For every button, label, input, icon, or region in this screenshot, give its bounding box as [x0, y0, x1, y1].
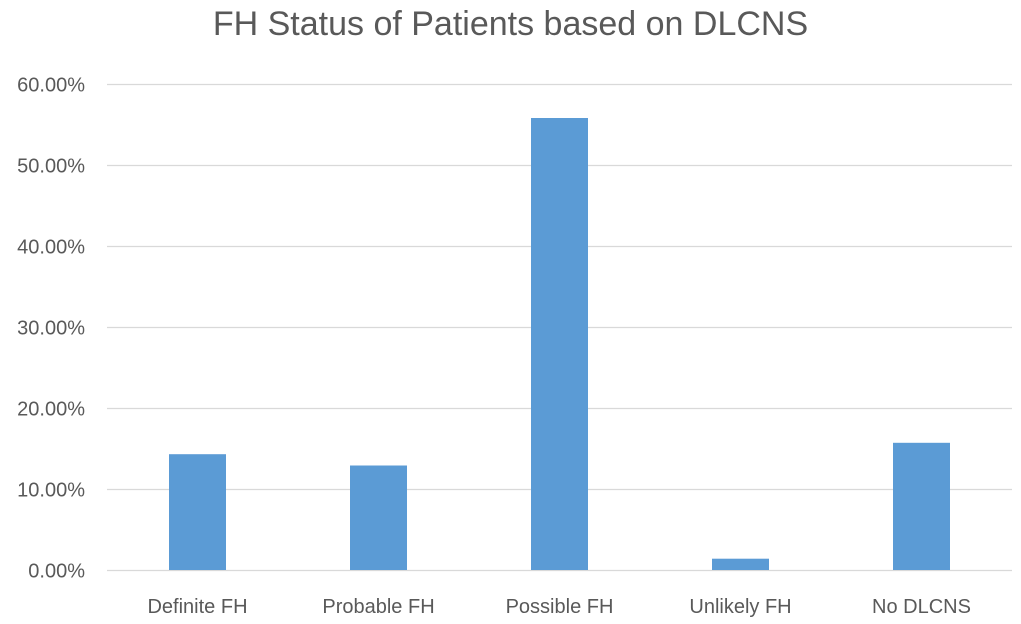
bar [350, 465, 407, 570]
x-category-label: Unlikely FH [689, 596, 791, 618]
y-tick-label: 30.00% [17, 318, 85, 340]
bar [712, 558, 769, 570]
y-tick-label: 10.00% [17, 480, 85, 502]
y-axis-tick-labels: 0.00% 10.00% 20.00% 30.00% 40.00% 50.00% 60.00… [17, 75, 85, 583]
y-tick-label: 20.00% [17, 399, 85, 421]
y-tick-label: 50.00% [17, 156, 85, 178]
x-category-label: Possible FH [506, 596, 614, 618]
x-category-label: No DLCNS [872, 596, 971, 618]
bars [169, 118, 950, 570]
y-tick-label: 60.00% [17, 75, 85, 97]
bar [893, 442, 950, 570]
x-category-label: Definite FH [147, 596, 247, 618]
y-tick-label: 40.00% [17, 237, 85, 259]
chart-title: FH Status of Patients based on DLCNS [212, 5, 809, 43]
x-category-label: Probable FH [322, 596, 434, 618]
bar [531, 118, 588, 570]
y-tick-label: 0.00% [28, 561, 85, 583]
bar [169, 454, 226, 570]
x-axis-category-labels: Definite FH Probable FH Possible FH Unlikel… [147, 596, 970, 618]
